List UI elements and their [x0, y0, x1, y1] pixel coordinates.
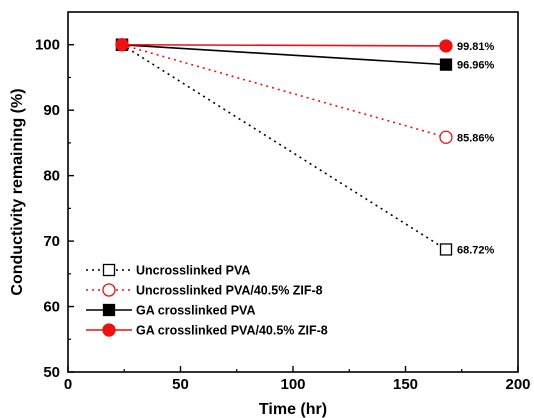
x-tick-label: 0 — [64, 376, 72, 393]
legend-label: Uncrosslinked PVA — [136, 264, 250, 278]
legend: Uncrosslinked PVA Uncrosslinked PVA/40.5%… — [86, 264, 328, 338]
y-tick-label: 50 — [43, 364, 60, 381]
data-point — [439, 243, 453, 256]
series-line — [121, 43, 447, 66]
data-label: 68.72% — [457, 244, 495, 256]
x-tick-label: 50 — [172, 376, 189, 393]
y-tick-label: 90 — [43, 102, 60, 119]
legend-marker — [102, 323, 116, 337]
series-3: 96.96% — [115, 38, 495, 72]
series-2: 85.86% — [115, 38, 495, 144]
series-line — [121, 43, 447, 139]
x-axis: 0 50 100 150 200 — [64, 366, 531, 393]
legend-label: GA crosslinked PVA/40.5% ZIF-8 — [136, 324, 328, 338]
y-axis-title: Conductivity remaining (%) — [9, 88, 26, 295]
y-axis: 50 60 70 80 90 100 — [35, 37, 74, 381]
legend-item-1: Uncrosslinked PVA — [86, 264, 250, 278]
y-tick-label: 70 — [43, 233, 60, 250]
legend-label: Uncrosslinked PVA/40.5% ZIF-8 — [136, 284, 323, 298]
x-tick-label: 150 — [393, 376, 418, 393]
data-point — [115, 38, 129, 52]
data-label: 85.86% — [457, 132, 495, 144]
series-4: 99.81% — [115, 38, 495, 53]
y-tick-label: 60 — [43, 299, 60, 316]
legend-marker — [102, 303, 116, 317]
x-tick-label: 100 — [280, 376, 305, 393]
legend-marker — [102, 263, 116, 277]
series-1: 68.72% — [115, 38, 495, 256]
data-label: 96.96% — [457, 60, 495, 72]
legend-item-3: GA crosslinked PVA — [86, 304, 255, 318]
data-point — [439, 58, 453, 71]
legend-item-2: Uncrosslinked PVA/40.5% ZIF-8 — [86, 283, 323, 298]
data-point — [439, 130, 453, 144]
data-point — [439, 39, 453, 53]
series-line — [121, 43, 447, 47]
x-axis-title: Time (hr) — [259, 401, 327, 418]
series-line — [121, 44, 447, 251]
y-tick-label: 100 — [35, 37, 60, 54]
y-tick-label: 80 — [43, 168, 60, 185]
legend-item-4: GA crosslinked PVA/40.5% ZIF-8 — [86, 323, 328, 338]
series-layer: 68.72% 85.86% 96.96% 99.81% — [115, 38, 495, 256]
x-tick-label: 200 — [505, 376, 530, 393]
data-label: 99.81% — [457, 41, 495, 53]
legend-marker — [102, 283, 116, 297]
legend-label: GA crosslinked PVA — [136, 304, 255, 318]
